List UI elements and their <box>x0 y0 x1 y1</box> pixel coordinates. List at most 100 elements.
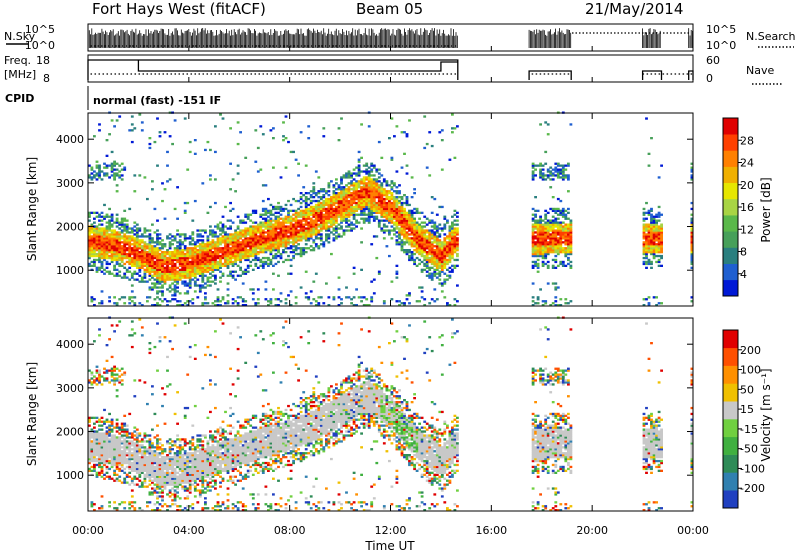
power-cell <box>390 209 394 212</box>
power-cell <box>352 266 356 269</box>
power-cell <box>181 254 185 258</box>
power-cell <box>239 260 242 264</box>
power-cell <box>645 201 648 205</box>
power-cell <box>176 256 179 260</box>
power-cell <box>423 256 427 260</box>
power-cell <box>546 123 550 126</box>
power-cell <box>128 254 132 258</box>
power-cell <box>113 249 116 252</box>
power-cell <box>120 247 124 250</box>
power-cell <box>115 243 119 246</box>
power-cell <box>133 225 137 228</box>
power-cell <box>193 268 197 271</box>
power-cell <box>100 229 104 232</box>
power-cell <box>405 221 409 224</box>
power-cell <box>130 264 134 267</box>
power-cell <box>272 166 275 169</box>
power-cell <box>193 270 197 273</box>
power-cell <box>390 180 394 183</box>
power-cell <box>241 252 245 256</box>
power-cell <box>261 199 265 203</box>
power-cell <box>105 241 109 244</box>
power-cell <box>98 233 101 236</box>
power-cell <box>443 264 447 267</box>
power-cell <box>211 264 215 267</box>
power-cell <box>541 168 545 171</box>
power-cell <box>375 178 379 181</box>
power-cell <box>395 235 399 238</box>
velocity-cell <box>103 450 106 453</box>
power-cell <box>297 252 300 256</box>
power-cell <box>554 162 558 165</box>
velocity-cell <box>113 471 116 474</box>
power-cell <box>113 256 116 260</box>
power-cell <box>153 252 157 256</box>
power-cell <box>148 264 152 267</box>
power-cell <box>352 296 356 299</box>
power-cell <box>234 247 237 250</box>
power-cell <box>161 284 164 287</box>
power-cell <box>556 176 560 179</box>
velocity-cell <box>110 477 114 480</box>
velocity-cell <box>100 375 104 378</box>
power-cell <box>546 245 550 248</box>
power-cell <box>204 260 207 264</box>
power-cell <box>337 211 341 214</box>
power-cell <box>267 237 270 240</box>
power-cell <box>277 231 280 234</box>
power-cell <box>130 123 134 126</box>
power-cell <box>191 274 195 277</box>
power-cell <box>176 251 179 254</box>
velocity-cell <box>110 463 114 467</box>
power-cell <box>531 251 535 254</box>
velocity-cell <box>100 467 104 471</box>
power-cell <box>219 243 222 246</box>
power-cell <box>551 229 555 232</box>
power-cell <box>272 249 275 252</box>
power-cell <box>158 276 162 279</box>
power-cell <box>398 233 401 236</box>
power-cell <box>196 249 200 252</box>
power-cell <box>347 296 351 299</box>
power-cell <box>337 127 341 130</box>
power-cell <box>372 219 376 222</box>
power-cell <box>347 196 351 199</box>
power-cell <box>261 133 265 136</box>
power-cell <box>186 252 190 256</box>
velocity-cell <box>98 465 101 469</box>
power-cell <box>173 294 177 297</box>
power-cell <box>372 164 376 167</box>
power-cell <box>219 229 222 232</box>
velocity-cell <box>93 452 96 455</box>
power-cell <box>193 254 197 258</box>
power-cell <box>304 209 308 212</box>
power-cell <box>355 184 358 187</box>
power-cell <box>214 233 217 236</box>
power-cell <box>415 256 419 260</box>
power-cell <box>120 219 124 222</box>
velocity-cell <box>115 389 119 392</box>
power-cell <box>216 298 220 301</box>
power-cell <box>302 233 306 236</box>
velocity-cell <box>103 377 106 380</box>
power-cell <box>418 300 421 303</box>
power-cell <box>400 225 404 228</box>
velocity-cell <box>118 432 122 435</box>
power-cell <box>246 251 250 254</box>
power-cell <box>564 247 568 250</box>
power-cell <box>138 280 142 283</box>
power-cell <box>138 113 142 116</box>
power-cell <box>244 213 248 216</box>
power-cell <box>438 278 442 281</box>
power-cell <box>451 268 454 271</box>
power-cell <box>304 292 308 295</box>
power-cell <box>388 213 391 216</box>
power-cell <box>120 221 124 224</box>
power-cell <box>120 178 124 181</box>
power-cell <box>261 256 265 260</box>
power-cell <box>108 227 111 230</box>
power-cell <box>183 280 187 283</box>
power-cell <box>277 254 280 258</box>
power-cell <box>98 172 101 175</box>
power-cell <box>209 266 212 269</box>
